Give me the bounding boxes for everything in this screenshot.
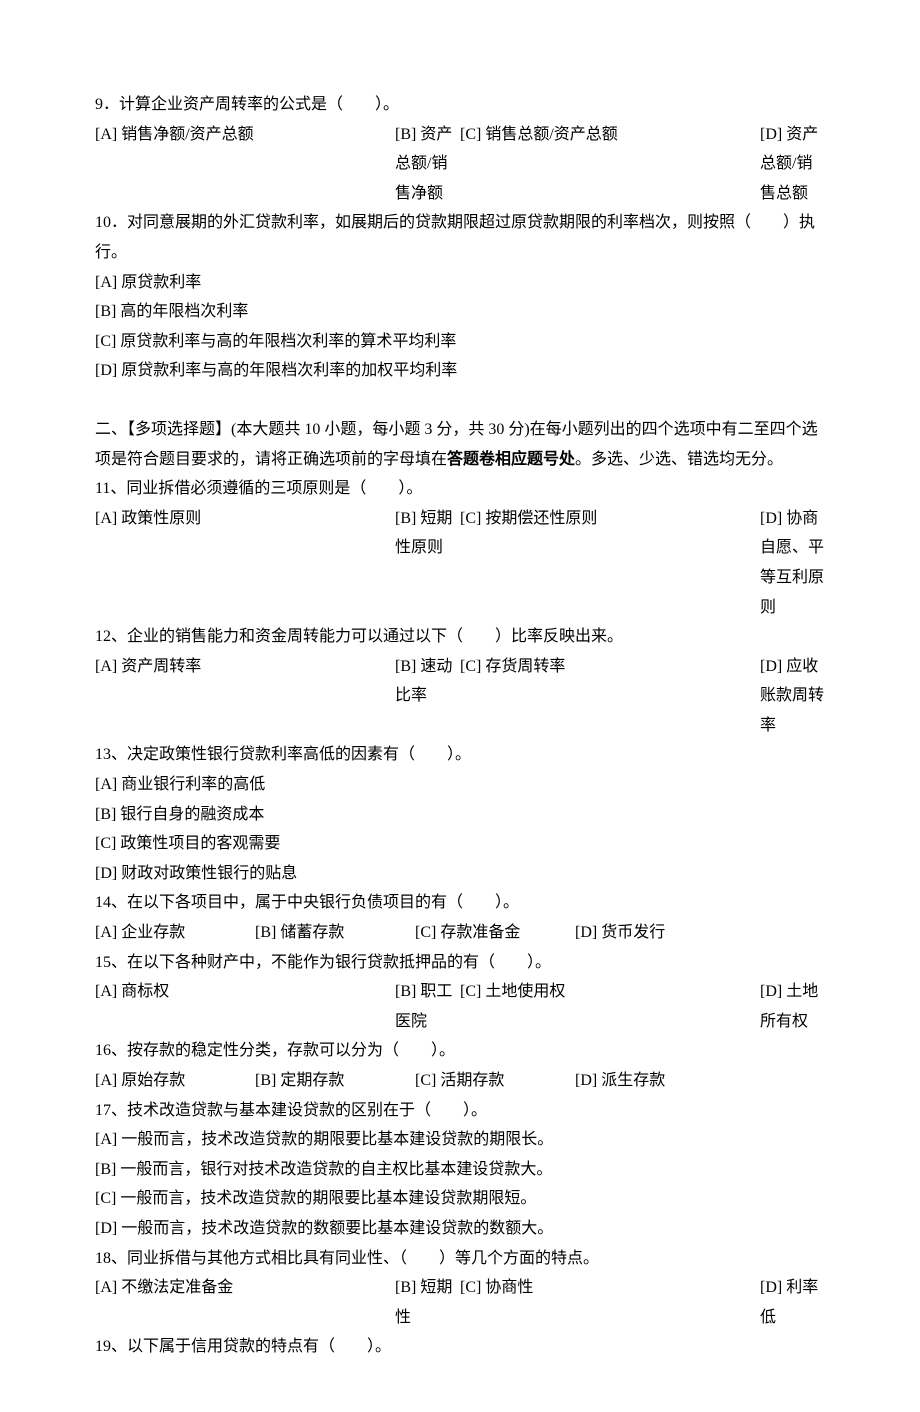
option-a: [A] 不缴法定准备金 (95, 1273, 395, 1332)
option-c: [C] 按期偿还性原则 (460, 504, 760, 622)
option-c: [C] 协商性 (460, 1273, 760, 1332)
option-a: [A] 原始存款 (95, 1066, 255, 1096)
option-b: [B] 速动比率 (395, 652, 460, 741)
option-a: [A] 企业存款 (95, 918, 255, 948)
option-b: [B] 职工医院 (395, 977, 460, 1036)
option-a: [A] 资产周转率 (95, 652, 395, 741)
option-c: [C] 存货周转率 (460, 652, 760, 741)
question-18: 18、同业拆借与其他方式相比具有同业性、（ ）等几个方面的特点。 [A] 不缴法… (95, 1244, 825, 1333)
question-13-text: 13、决定政策性银行贷款利率高低的因素有（ ）。 (95, 740, 825, 770)
question-17-options: [A] 一般而言，技术改造贷款的期限要比基本建设贷款的期限长。 [B] 一般而言… (95, 1125, 825, 1243)
question-11-options: [A] 政策性原则 [B] 短期性原则 [C] 按期偿还性原则 [D] 协商自愿… (95, 504, 825, 622)
option-a: [A] 原贷款利率 (95, 268, 825, 298)
option-b: [B] 定期存款 (255, 1066, 415, 1096)
question-12: 12、企业的销售能力和资金周转能力可以通过以下（ ）比率反映出来。 [A] 资产… (95, 622, 825, 740)
question-17: 17、技术改造贷款与基本建设贷款的区别在于（ ）。 [A] 一般而言，技术改造贷… (95, 1096, 825, 1244)
question-16: 16、按存款的稳定性分类，存款可以分为（ ）。 [A] 原始存款 [B] 定期存… (95, 1036, 825, 1095)
option-b: [B] 高的年限档次利率 (95, 297, 825, 327)
question-9-options: [A] 销售净额/资产总额 [B] 资产总额/销售净额 [C] 销售总额/资产总… (95, 120, 825, 209)
question-12-text: 12、企业的销售能力和资金周转能力可以通过以下（ ）比率反映出来。 (95, 622, 825, 652)
option-d: [D] 派生存款 (575, 1066, 735, 1096)
option-c: [C] 原贷款利率与高的年限档次利率的算术平均利率 (95, 327, 825, 357)
option-a: [A] 政策性原则 (95, 504, 395, 622)
option-d: [D] 货币发行 (575, 918, 735, 948)
section-2-header: 二、【多项选择题】(本大题共 10 小题，每小题 3 分，共 30 分)在每小题… (95, 415, 825, 474)
question-12-options: [A] 资产周转率 [B] 速动比率 [C] 存货周转率 [D] 应收账款周转率 (95, 652, 825, 741)
option-c: [C] 土地使用权 (460, 977, 760, 1036)
option-a: [A] 一般而言，技术改造贷款的期限要比基本建设贷款的期限长。 (95, 1125, 825, 1155)
section-2-suffix: 。多选、少选、错选均无分。 (575, 451, 783, 468)
question-13: 13、决定政策性银行贷款利率高低的因素有（ ）。 [A] 商业银行利率的高低 [… (95, 740, 825, 888)
question-16-options: [A] 原始存款 [B] 定期存款 [C] 活期存款 [D] 派生存款 (95, 1066, 825, 1096)
question-9-text: 9．计算企业资产周转率的公式是（ ）。 (95, 90, 825, 120)
option-d: [D] 一般而言，技术改造贷款的数额要比基本建设贷款的数额大。 (95, 1214, 825, 1244)
question-10-text: 10．对同意展期的外汇贷款利率，如展期后的贷款期限超过原贷款期限的利率档次，则按… (95, 208, 825, 267)
option-b: [B] 短期性 (395, 1273, 460, 1332)
option-a: [A] 商业银行利率的高低 (95, 770, 825, 800)
option-d: [D] 协商自愿、平等互利原则 (760, 504, 825, 622)
option-c: [C] 政策性项目的客观需要 (95, 829, 825, 859)
option-a: [A] 销售净额/资产总额 (95, 120, 395, 209)
option-b: [B] 一般而言，银行对技术改造贷款的自主权比基本建设贷款大。 (95, 1155, 825, 1185)
question-15-options: [A] 商标权 [B] 职工医院 [C] 土地使用权 [D] 土地所有权 (95, 977, 825, 1036)
option-b: [B] 资产总额/销售净额 (395, 120, 460, 209)
option-d: [D] 原贷款利率与高的年限档次利率的加权平均利率 (95, 356, 825, 386)
question-18-options: [A] 不缴法定准备金 [B] 短期性 [C] 协商性 [D] 利率低 (95, 1273, 825, 1332)
question-10: 10．对同意展期的外汇贷款利率，如展期后的贷款期限超过原贷款期限的利率档次，则按… (95, 208, 825, 386)
question-13-options: [A] 商业银行利率的高低 [B] 银行自身的融资成本 [C] 政策性项目的客观… (95, 770, 825, 888)
question-19-text: 19、以下属于信用贷款的特点有（ ）。 (95, 1332, 825, 1362)
option-d: [D] 财政对政策性银行的贴息 (95, 859, 825, 889)
question-11: 11、同业拆借必须遵循的三项原则是（ ）。 [A] 政策性原则 [B] 短期性原… (95, 474, 825, 622)
question-14: 14、在以下各项目中，属于中央银行负债项目的有（ ）。 [A] 企业存款 [B]… (95, 888, 825, 947)
question-16-text: 16、按存款的稳定性分类，存款可以分为（ ）。 (95, 1036, 825, 1066)
option-b: [B] 银行自身的融资成本 (95, 800, 825, 830)
question-17-text: 17、技术改造贷款与基本建设贷款的区别在于（ ）。 (95, 1096, 825, 1126)
question-18-text: 18、同业拆借与其他方式相比具有同业性、（ ）等几个方面的特点。 (95, 1244, 825, 1274)
option-c: [C] 存款准备金 (415, 918, 575, 948)
option-c: [C] 销售总额/资产总额 (460, 120, 760, 209)
option-d: [D] 利率低 (760, 1273, 825, 1332)
question-15: 15、在以下各种财产中，不能作为银行贷款抵押品的有（ ）。 [A] 商标权 [B… (95, 948, 825, 1037)
option-b: [B] 储蓄存款 (255, 918, 415, 948)
question-19: 19、以下属于信用贷款的特点有（ ）。 (95, 1332, 825, 1362)
question-9: 9．计算企业资产周转率的公式是（ ）。 [A] 销售净额/资产总额 [B] 资产… (95, 90, 825, 208)
question-14-options: [A] 企业存款 [B] 储蓄存款 [C] 存款准备金 [D] 货币发行 (95, 918, 825, 948)
section-2-bold: 答题卷相应题号处 (447, 451, 575, 468)
question-15-text: 15、在以下各种财产中，不能作为银行贷款抵押品的有（ ）。 (95, 948, 825, 978)
option-a: [A] 商标权 (95, 977, 395, 1036)
option-b: [B] 短期性原则 (395, 504, 460, 622)
option-c: [C] 一般而言，技术改造贷款的期限要比基本建设贷款期限短。 (95, 1184, 825, 1214)
question-10-options: [A] 原贷款利率 [B] 高的年限档次利率 [C] 原贷款利率与高的年限档次利… (95, 268, 825, 386)
option-d: [D] 土地所有权 (760, 977, 825, 1036)
question-14-text: 14、在以下各项目中，属于中央银行负债项目的有（ ）。 (95, 888, 825, 918)
option-d: [D] 应收账款周转率 (760, 652, 825, 741)
option-d: [D] 资产总额/销售总额 (760, 120, 825, 209)
question-11-text: 11、同业拆借必须遵循的三项原则是（ ）。 (95, 474, 825, 504)
option-c: [C] 活期存款 (415, 1066, 575, 1096)
